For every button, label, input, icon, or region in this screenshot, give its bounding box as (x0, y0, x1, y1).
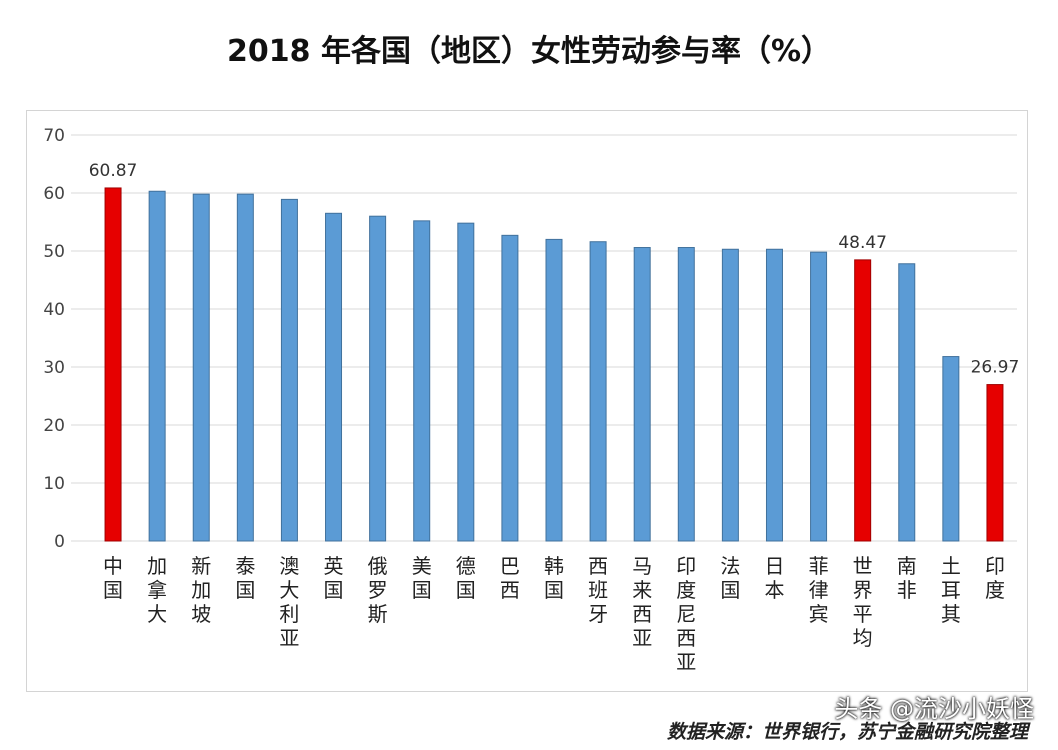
x-tick-label-char: 利 (279, 602, 299, 626)
x-tick-label-char: 亚 (632, 626, 652, 650)
x-tick-label-char: 国 (456, 578, 476, 602)
bar (457, 222, 475, 542)
x-tick-label-char: 其 (941, 602, 961, 626)
x-tick-label-char: 班 (588, 578, 608, 602)
x-tick-label-char: 美 (412, 554, 432, 578)
bar (325, 212, 343, 542)
x-tick-label-char: 宾 (809, 602, 829, 626)
data-label: 48.47 (838, 233, 887, 253)
bar (104, 187, 122, 542)
y-tick-label: 10 (43, 474, 65, 494)
x-tick-label-char: 西 (500, 578, 520, 602)
bar (192, 193, 210, 542)
x-tick-label-char: 牙 (588, 602, 608, 626)
x-tick-label-char: 加 (147, 554, 167, 578)
x-tick-label-char: 西 (588, 554, 608, 578)
x-tick-label-char: 西 (632, 602, 652, 626)
bar (633, 247, 651, 542)
x-tick-label-char: 中 (103, 554, 123, 578)
chart-frame: 0 10 20 30 40 50 60 70 60.87 中国加拿大新加坡泰国澳大利亚英国俄罗斯美… (26, 110, 1028, 692)
bar (501, 234, 519, 542)
x-tick-label-char: 来 (632, 578, 652, 602)
source-note: 数据来源：世界银行，苏宁金融研究院整理 (666, 721, 1028, 743)
x-tick-label-char: 斯 (368, 602, 388, 626)
x-tick-label-char: 加 (191, 578, 211, 602)
x-tick-label-char: 均 (853, 626, 873, 650)
x-tick-label-char: 国 (412, 578, 432, 602)
x-tick-label-char: 国 (235, 578, 255, 602)
bar (589, 241, 607, 542)
bar (545, 238, 563, 542)
bar (986, 384, 1004, 542)
x-tick-label-char: 韩 (544, 554, 564, 578)
x-tick-label-char: 国 (720, 578, 740, 602)
x-tick-label-char: 巴 (500, 554, 520, 578)
x-tick-label-char: 国 (324, 578, 344, 602)
x-tick-label-char: 非 (897, 578, 917, 602)
x-tick-label-char: 拿 (147, 578, 167, 602)
bar (765, 248, 783, 542)
x-tick-label-char: 日 (764, 554, 784, 578)
y-tick-label: 40 (43, 300, 65, 320)
data-label: 26.97 (971, 358, 1020, 378)
bar (898, 263, 916, 542)
bar (854, 259, 872, 542)
x-tick-label-char: 南 (897, 554, 917, 578)
x-tick-label-char: 本 (764, 578, 784, 602)
x-tick-label-char: 大 (147, 602, 167, 626)
data-label: 60.87 (89, 161, 138, 181)
x-tick-label-char: 尼 (676, 602, 696, 626)
bar (369, 215, 387, 542)
x-tick-label-char: 澳 (279, 554, 299, 578)
x-tick-label-char: 法 (720, 554, 740, 578)
x-tick-label-char: 马 (632, 554, 652, 578)
x-tick-label-char: 英 (324, 554, 344, 578)
bar (413, 220, 431, 542)
x-tick-label-char: 俄 (368, 554, 388, 578)
x-tick-label-char: 印 (985, 554, 1005, 578)
x-tick-label-char: 坡 (191, 602, 211, 626)
x-tick-label-char: 世 (853, 554, 873, 578)
bar (942, 356, 960, 542)
y-tick-label: 60 (43, 184, 65, 204)
bar (721, 248, 739, 542)
x-tick-label-char: 律 (809, 578, 829, 602)
x-tick-label-char: 度 (676, 578, 696, 602)
x-tick-label-char: 平 (853, 602, 873, 626)
chart-title: 2018 年各国（地区）女性劳动参与率（%） (227, 34, 831, 69)
x-tick-label-char: 菲 (809, 554, 829, 578)
x-tick-label-char: 亚 (279, 626, 299, 650)
x-tick-label-char: 土 (941, 554, 961, 578)
x-tick-label-char: 西 (676, 626, 696, 650)
y-tick-label: 70 (43, 126, 65, 146)
x-tick-label-char: 亚 (676, 650, 696, 674)
watermark: 头条 @流沙小妖怪 (834, 695, 1034, 723)
x-tick-label-char: 耳 (941, 578, 961, 602)
bar (236, 193, 254, 542)
x-tick-label-char: 大 (279, 578, 299, 602)
x-tick-label-char: 国 (103, 578, 123, 602)
x-tick-label-char: 国 (544, 578, 564, 602)
y-tick-label: 30 (43, 358, 65, 378)
x-tick-label-char: 度 (985, 578, 1005, 602)
bar-chart: 01020304050607060.87中国加拿大新加坡泰国澳大利亚英国俄罗斯美… (43, 126, 1020, 674)
y-tick-label: 50 (43, 242, 65, 262)
x-tick-label-char: 德 (456, 554, 476, 578)
x-tick-label-char: 泰 (235, 554, 255, 578)
bar (148, 190, 166, 542)
x-tick-label-char: 罗 (368, 578, 388, 602)
x-tick-label-char: 新 (191, 554, 211, 578)
x-tick-label-char: 界 (853, 578, 873, 602)
bar (677, 247, 695, 542)
y-tick-label: 0 (54, 532, 65, 552)
x-tick-label-char: 印 (676, 554, 696, 578)
bar (810, 251, 828, 542)
bar (280, 198, 298, 542)
y-tick-label: 20 (43, 416, 65, 436)
